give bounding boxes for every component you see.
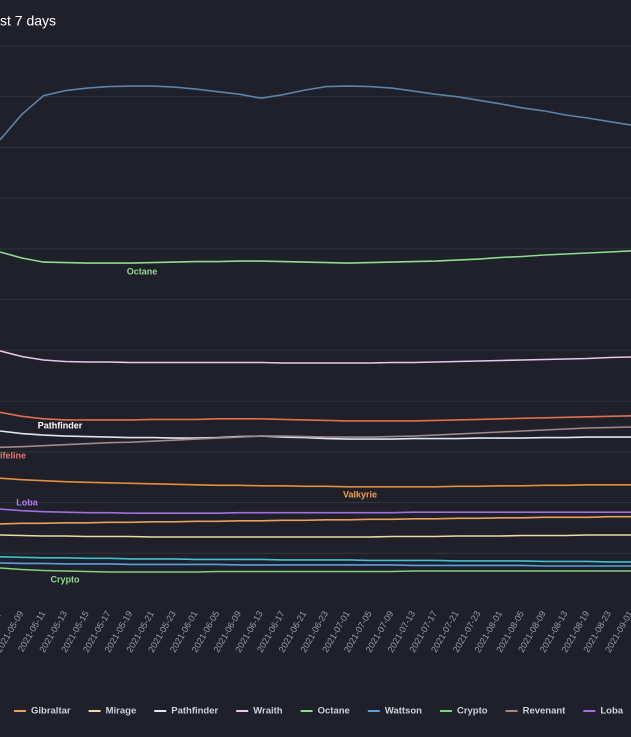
series-line — [0, 426, 631, 449]
legend-label: Wattson — [385, 706, 422, 717]
annotation: Valkyrie — [343, 489, 377, 499]
annotation: ifeline — [0, 450, 26, 460]
legend-label: Revenant — [523, 706, 567, 717]
series-line — [0, 250, 631, 264]
series-line — [0, 515, 631, 525]
series-line — [0, 556, 631, 563]
legend-label: Crypto — [457, 706, 488, 717]
series-line — [0, 430, 631, 440]
legend-label: Loba — [600, 706, 623, 717]
legend-label: Octane — [318, 706, 350, 717]
legend-label: Wraith — [253, 706, 283, 717]
chart-title: st 7 days — [0, 13, 56, 29]
annotation: Crypto — [51, 574, 81, 584]
series-line — [0, 567, 631, 573]
legend-label: Mirage — [106, 706, 137, 717]
series-line — [0, 350, 631, 364]
annotation: Loba — [16, 497, 38, 507]
series-line — [0, 477, 631, 488]
series-line — [0, 508, 631, 514]
series-line — [0, 411, 631, 422]
annotation: Pathfinder — [38, 420, 83, 430]
series-line — [0, 85, 631, 141]
legend-label: Pathfinder — [171, 706, 218, 717]
annotation: Octane — [127, 266, 158, 276]
series-line — [0, 562, 631, 567]
legend-label: Gibraltar — [31, 706, 71, 717]
series-line — [0, 534, 631, 538]
